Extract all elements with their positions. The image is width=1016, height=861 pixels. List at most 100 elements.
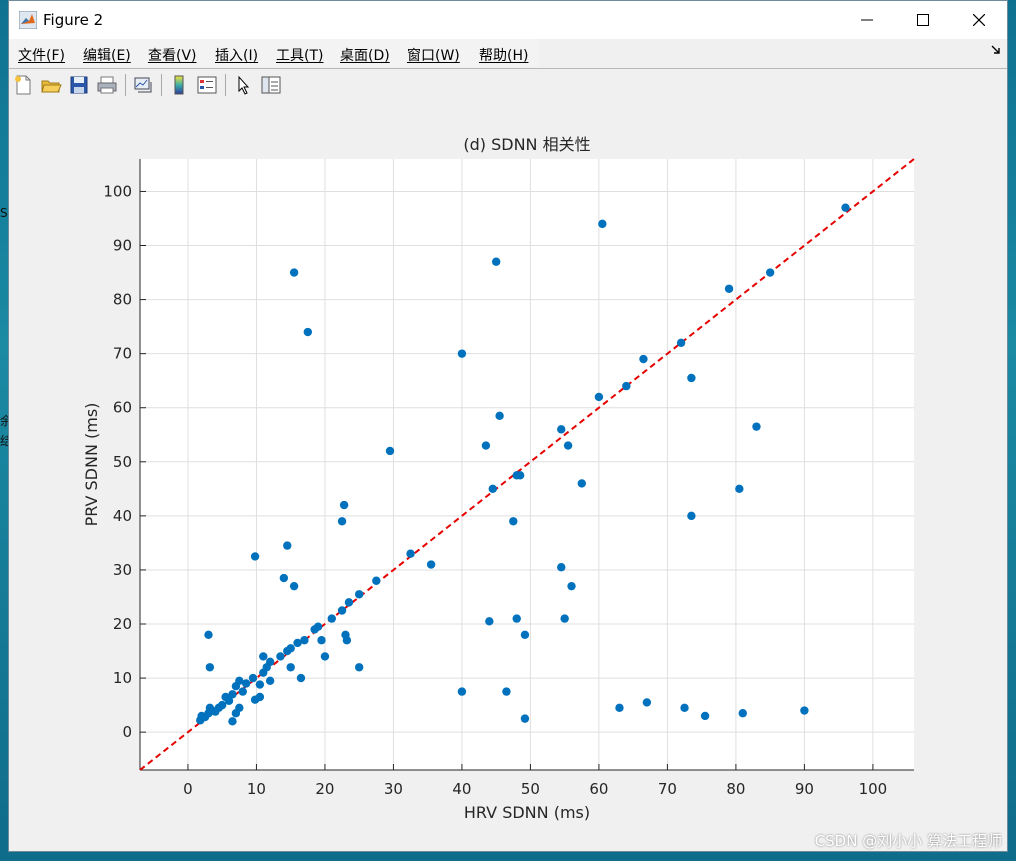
data-point bbox=[687, 373, 696, 383]
data-point bbox=[250, 552, 260, 561]
menu-window[interactable]: 窗口(W) bbox=[407, 48, 460, 64]
data-point bbox=[205, 663, 215, 672]
x-tick-label: 80 bbox=[726, 780, 745, 798]
minimize-button[interactable] bbox=[839, 1, 895, 39]
pointer-icon[interactable] bbox=[232, 74, 254, 96]
watermark: CSDN @刘小小 算法工程师 bbox=[814, 832, 1002, 850]
data-point bbox=[354, 590, 364, 599]
y-tick-label: 40 bbox=[113, 507, 132, 525]
data-point bbox=[841, 203, 850, 212]
data-point bbox=[563, 441, 573, 450]
menu-desktop[interactable]: 桌面(D) bbox=[340, 48, 390, 64]
x-tick-label: 50 bbox=[521, 780, 540, 798]
print-icon[interactable] bbox=[96, 74, 118, 96]
data-point bbox=[594, 392, 604, 402]
data-point bbox=[560, 614, 569, 623]
data-point bbox=[676, 338, 686, 348]
data-point bbox=[457, 349, 467, 358]
data-point bbox=[680, 703, 689, 713]
data-point bbox=[342, 636, 352, 645]
menu-help[interactable]: 帮助(H) bbox=[479, 48, 529, 64]
grid-lines bbox=[140, 159, 914, 770]
data-point bbox=[557, 425, 566, 434]
data-point bbox=[293, 638, 302, 648]
matlab-logo-icon bbox=[19, 11, 37, 29]
data-point bbox=[765, 268, 775, 277]
data-point bbox=[372, 576, 381, 585]
y-tick-label: 60 bbox=[113, 399, 132, 417]
data-point bbox=[289, 268, 299, 277]
data-point bbox=[520, 714, 530, 723]
data-point bbox=[687, 511, 696, 521]
data-point bbox=[567, 581, 576, 591]
figure-toolbar bbox=[9, 68, 1007, 102]
data-point bbox=[509, 517, 518, 526]
dock-arrow-icon[interactable] bbox=[991, 45, 1001, 55]
save-icon[interactable] bbox=[68, 74, 90, 96]
data-point bbox=[255, 692, 265, 702]
data-point bbox=[217, 700, 227, 710]
close-button[interactable] bbox=[951, 1, 1007, 39]
data-point bbox=[248, 673, 258, 683]
property-inspector-icon[interactable] bbox=[260, 74, 282, 96]
maximize-button[interactable] bbox=[895, 1, 951, 39]
data-point bbox=[495, 411, 504, 421]
y-tick-label: 70 bbox=[113, 345, 132, 363]
data-point bbox=[286, 663, 295, 672]
x-tick-label: 30 bbox=[384, 780, 403, 798]
data-point bbox=[502, 687, 511, 696]
legend-icon[interactable] bbox=[196, 74, 218, 96]
data-point bbox=[337, 517, 347, 526]
data-point bbox=[622, 381, 631, 391]
data-point bbox=[224, 696, 234, 705]
toolbar-separator bbox=[125, 74, 126, 96]
data-point bbox=[735, 484, 744, 494]
menu-view[interactable]: 查看(V) bbox=[148, 48, 197, 64]
y-tick-label: 20 bbox=[113, 615, 132, 633]
data-point bbox=[615, 703, 624, 713]
colorbar-icon[interactable] bbox=[168, 74, 190, 96]
data-point bbox=[557, 563, 566, 572]
chart-title: (d) SDNN 相关性 bbox=[463, 135, 590, 154]
y-tick-label: 0 bbox=[122, 723, 132, 741]
x-tick-label: 100 bbox=[859, 780, 888, 798]
link-plot-icon[interactable] bbox=[132, 74, 154, 96]
data-point bbox=[241, 679, 251, 688]
y-tick-label: 100 bbox=[103, 182, 132, 200]
data-point bbox=[520, 630, 530, 640]
data-point bbox=[800, 706, 809, 715]
data-point bbox=[320, 652, 330, 661]
data-point bbox=[639, 354, 648, 364]
scatter-plot[interactable]: 0 10 20 30 40 50 60 70 80 90 100 0 10 20 30 40 50 60 70 80 9… bbox=[9, 101, 1008, 852]
data-point bbox=[700, 711, 710, 721]
data-point bbox=[327, 614, 336, 623]
title-bar[interactable]: Figure 2 bbox=[9, 1, 1007, 39]
data-point bbox=[724, 284, 734, 293]
toolbar-separator bbox=[225, 74, 226, 96]
y-tick-label: 50 bbox=[113, 453, 132, 471]
data-point bbox=[235, 676, 244, 685]
x-tick-label: 0 bbox=[183, 780, 193, 798]
data-point bbox=[485, 617, 494, 626]
data-point bbox=[344, 598, 354, 607]
data-point bbox=[426, 560, 436, 569]
menu-tools[interactable]: 工具(T) bbox=[276, 48, 324, 64]
open-file-icon[interactable] bbox=[40, 74, 62, 96]
data-point bbox=[255, 680, 265, 689]
menu-file[interactable]: 文件(F) bbox=[18, 48, 65, 64]
data-point bbox=[283, 541, 292, 550]
figure-canvas[interactable]: 0 10 20 30 40 50 60 70 80 90 100 0 10 20 30 40 50 60 70 80 9… bbox=[9, 101, 1008, 852]
data-point bbox=[286, 644, 295, 653]
data-point bbox=[265, 657, 275, 667]
x-tick-label: 40 bbox=[452, 780, 471, 798]
data-point bbox=[259, 652, 268, 661]
window-title: Figure 2 bbox=[43, 11, 104, 29]
data-point bbox=[265, 676, 275, 685]
menu-insert[interactable]: 插入(I) bbox=[215, 48, 259, 64]
menu-edit[interactable]: 编辑(E) bbox=[83, 48, 131, 64]
y-axis-label: PRV SDNN (ms) bbox=[82, 403, 101, 527]
data-point bbox=[406, 549, 415, 558]
new-figure-icon[interactable] bbox=[12, 74, 34, 96]
x-tick-label: 70 bbox=[658, 780, 677, 798]
data-point bbox=[738, 709, 747, 718]
